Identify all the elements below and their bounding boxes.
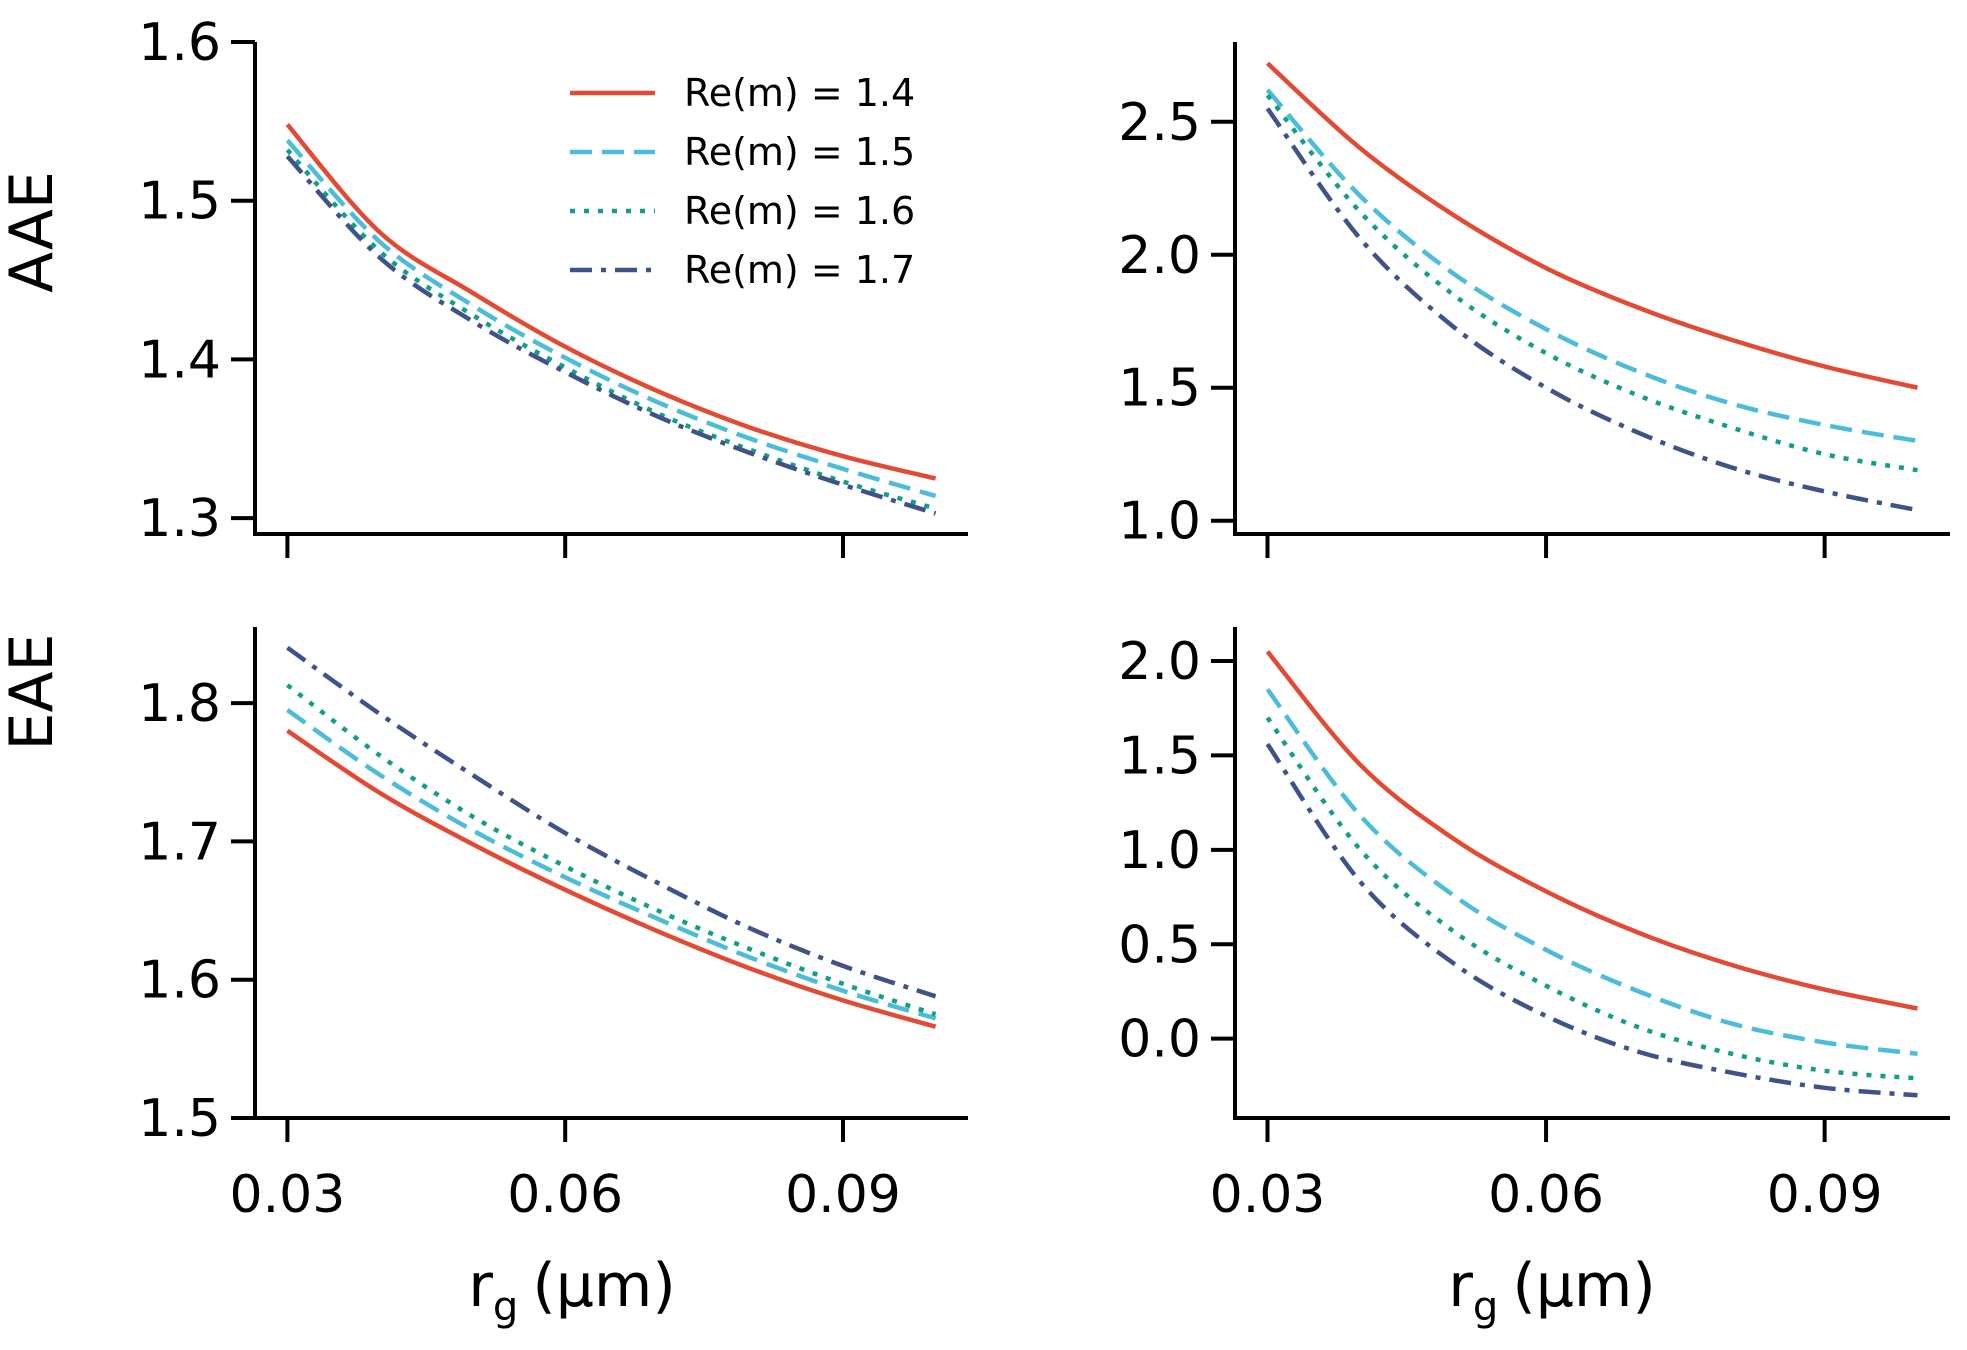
xlabel-left: rg (μm) [468, 1251, 676, 1330]
panel-eae-left: 1.5 1.6 1.7 1.8 0.03 0.06 0.09 [138, 627, 968, 1225]
eae-left-ytick-label: 1.8 [138, 674, 221, 734]
aae-right-series-re15 [1265, 88, 1918, 444]
ylabel-aae: AAE [0, 171, 67, 293]
ylabel-eae: EAE [0, 634, 67, 751]
eae-left-series-re14 [286, 728, 937, 1029]
eae-right-series-re17 [1265, 742, 1918, 1098]
xlabel-right-main: r [1448, 1251, 1473, 1321]
legend: Re(m) = 1.4 Re(m) = 1.5 Re(m) = 1.6 Re(m… [570, 71, 915, 292]
aae-left-ytick-label: 1.4 [138, 330, 221, 390]
eae-right-ytick-label: 1.0 [1118, 821, 1201, 881]
legend-label-re16: Re(m) = 1.6 [684, 189, 915, 233]
eae-right-ytick-label: 2.0 [1118, 632, 1201, 692]
aae-right-ytick-label: 2.5 [1118, 93, 1201, 153]
xlabel-left-main: r [468, 1251, 493, 1321]
aae-left-ytick-label: 1.5 [138, 172, 221, 232]
aae-left-series-re17 [285, 154, 937, 516]
eae-left-series-re16 [286, 683, 937, 1017]
legend-label-re14: Re(m) = 1.4 [684, 71, 915, 115]
xlabel-right-sub: g [1473, 1284, 1498, 1330]
legend-label-re15: Re(m) = 1.5 [684, 130, 915, 174]
aae-left-series-re15 [285, 138, 937, 499]
aae-right-series-re16 [1265, 93, 1918, 473]
xlabel-right-unit: (μm) [1512, 1251, 1655, 1321]
eae-left-series-re15 [286, 708, 937, 1021]
eae-right-ytick-label: 0.0 [1118, 1010, 1201, 1070]
eae-right-ytick-label: 0.5 [1118, 915, 1201, 975]
aae-left-series-re14 [285, 123, 937, 481]
xlabel-left-sub: g [493, 1284, 518, 1330]
aae-left-ytick-label: 1.3 [138, 489, 221, 549]
eae-left-ytick-label: 1.7 [138, 812, 221, 872]
xlabel-right: rg (μm) [1448, 1251, 1656, 1330]
eae-left-ytick-label: 1.5 [138, 1089, 221, 1149]
aae-right-ytick-label: 2.0 [1118, 226, 1201, 286]
eae-left-xtick-label: 0.09 [785, 1165, 901, 1225]
panel-aae-right: 1.0 1.5 2.0 2.5 [1118, 42, 1950, 558]
eae-left-ytick-label: 1.6 [138, 951, 221, 1011]
eae-right-xtick-label: 0.06 [1488, 1165, 1604, 1225]
aae-left-ytick-label: 1.6 [138, 13, 221, 73]
aae-right-ytick-label: 1.0 [1118, 492, 1201, 552]
aae-right-series-re17 [1265, 107, 1918, 513]
aae-right-series-re14 [1265, 61, 1918, 390]
eae-left-series-re17 [286, 645, 937, 999]
eae-right-series-re15 [1265, 687, 1918, 1057]
panel-eae-right: 0.0 0.5 1.0 1.5 2.0 0.03 0.06 0.09 [1118, 627, 1950, 1225]
eae-right-xtick-label: 0.03 [1210, 1165, 1326, 1225]
eae-right-xtick-label: 0.09 [1767, 1165, 1883, 1225]
aae-right-ytick-label: 1.5 [1118, 359, 1201, 419]
eae-right-ytick-label: 1.5 [1118, 726, 1201, 786]
legend-label-re17: Re(m) = 1.7 [684, 248, 915, 292]
eae-left-xtick-label: 0.03 [230, 1165, 346, 1225]
eae-right-series-re14 [1265, 650, 1918, 1011]
eae-left-xtick-label: 0.06 [507, 1165, 623, 1225]
xlabel-left-unit: (μm) [532, 1251, 675, 1321]
panel-aae-left: 1.3 1.4 1.5 1.6 [138, 13, 968, 558]
